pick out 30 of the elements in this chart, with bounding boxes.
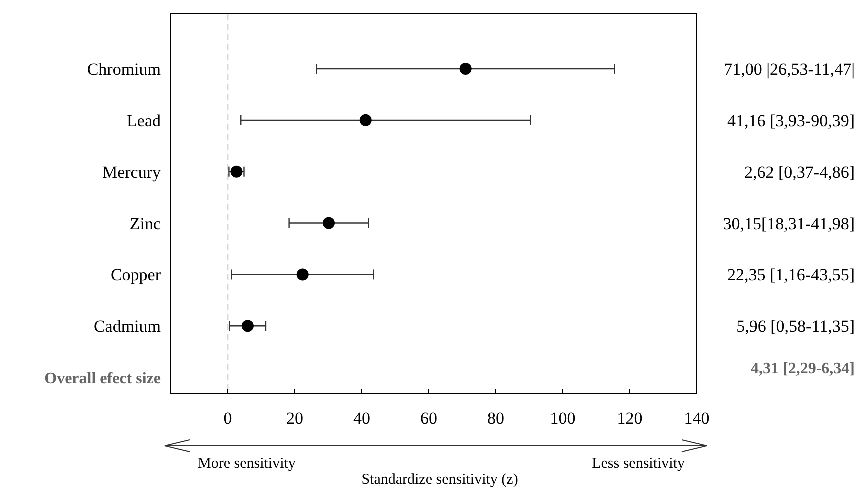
data-label: 2,62 [0,37-4,86] [744,162,855,182]
x-tick-label: 80 [487,409,504,428]
text: 4,31 [2,29-6,34] [751,360,855,378]
data-label: 22,35 [1,16-43,55] [728,266,855,285]
y-tick-label: Zinc [130,214,162,234]
y-tick-label: Copper [110,266,162,285]
y-tick-label: Chromium [87,60,161,79]
x-tick-label: 120 [617,409,643,428]
point [322,217,335,230]
point [460,63,472,75]
point [296,268,309,281]
y-tick-label: Overall efect size [44,370,161,388]
text: Less sensitivity [592,456,686,472]
x-tick-label: 0 [224,409,232,428]
data-label: 41,16 [3,93-90,39] [728,111,855,130]
x-tick-label: 140 [684,409,710,428]
x-axis-title: Standardize sensitivity (z) [362,472,518,488]
x-tick-label: 20 [286,409,304,428]
point [360,114,372,126]
x-tick-label: 40 [353,409,370,428]
y-tick-label: Cadmium [94,317,161,336]
y-tick-label: Lead [127,111,162,130]
x-tick-label: 60 [420,409,438,428]
data-label: 71,00 |26,53-11,47| [724,60,855,79]
text: More sensitivity [198,456,296,472]
y-tick-label: Mercury [102,162,162,182]
point [242,320,254,332]
data-label: 30,15[18,31-41,98] [723,214,855,234]
data-label: 5,96 [0,58-11,35] [736,317,855,336]
x-tick-label: 100 [550,409,576,428]
